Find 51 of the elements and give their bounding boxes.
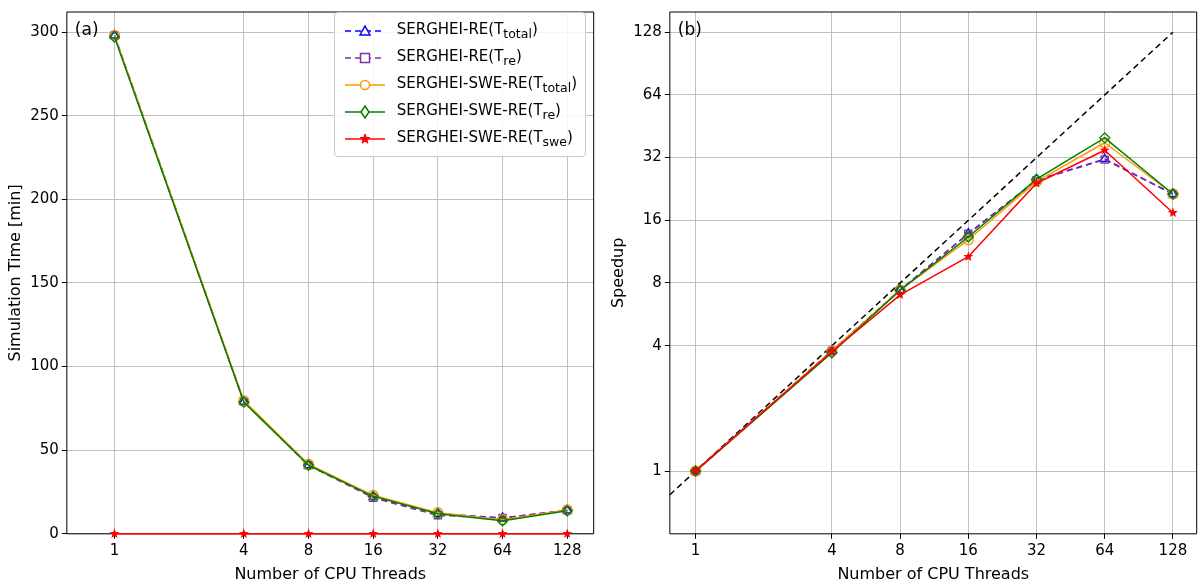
x-tick-label: 128 (552, 540, 582, 559)
y-tick-label: 50 (39, 440, 59, 459)
y-tick-label: 0 (49, 523, 59, 542)
x-axis-title: Number of CPU Threads (234, 563, 427, 583)
legend-label: SERGHEI-SWE-RE(T$_{re}$) (396, 101, 561, 122)
point (1099, 132, 1111, 144)
point (1167, 207, 1178, 217)
y-tick-label: 8 (652, 272, 662, 291)
y-tick-label: 16 (642, 210, 662, 229)
x-tick-label: 4 (239, 540, 249, 559)
x-tick-label: 32 (428, 540, 448, 559)
y-tick-label: 64 (642, 84, 662, 103)
point (963, 251, 974, 261)
x-tick-label: 1 (109, 540, 120, 559)
y-axis-title: Speedup (607, 237, 627, 309)
legend-label: SERGHEI-SWE-RE(T$_{total}$) (396, 74, 577, 95)
y-tick-label: 200 (30, 189, 59, 208)
annotation: (b) (677, 18, 702, 39)
y-tick-label: 4 (652, 335, 662, 354)
x-tick-label: 64 (493, 540, 513, 559)
point (562, 528, 573, 539)
point (303, 528, 314, 539)
x-tick-label: 4 (827, 540, 837, 559)
annotation: (a) (74, 18, 99, 39)
y-tick-label: 300 (30, 21, 59, 40)
x-tick-label: 32 (1026, 540, 1047, 559)
point (238, 528, 249, 539)
y-tick-label: 1 (652, 460, 662, 479)
point (497, 528, 508, 539)
x-tick-label: 16 (363, 540, 383, 559)
x-tick-label: 1 (690, 540, 701, 559)
point (895, 289, 906, 300)
x-tick-label: 8 (895, 540, 905, 559)
x-tick-label: 16 (958, 540, 978, 559)
y-tick-label: 32 (642, 147, 662, 166)
legend-label: SERGHEI-RE(T$_{total}$) (396, 20, 538, 41)
y-tick-label: 250 (30, 105, 59, 124)
legend-label: SERGHEI-RE(T$_{re}$) (396, 47, 522, 68)
y-axis-title: Simulation Time [min] (4, 184, 24, 362)
point (368, 528, 379, 539)
y-tick-label: 128 (633, 22, 662, 41)
legend-label: SERGHEI-SWE-RE(T$_{swe}$) (396, 128, 573, 149)
y-tick-label: 150 (30, 272, 59, 291)
point (432, 528, 443, 539)
x-tick-label: 128 (1158, 540, 1188, 559)
x-tick-label: 8 (303, 540, 314, 559)
x-tick-label: 64 (1095, 540, 1115, 559)
x-axis-title: Number of CPU Threads (837, 563, 1030, 583)
point (1099, 145, 1110, 155)
y-tick-label: 100 (30, 356, 59, 375)
point (1099, 137, 1111, 149)
